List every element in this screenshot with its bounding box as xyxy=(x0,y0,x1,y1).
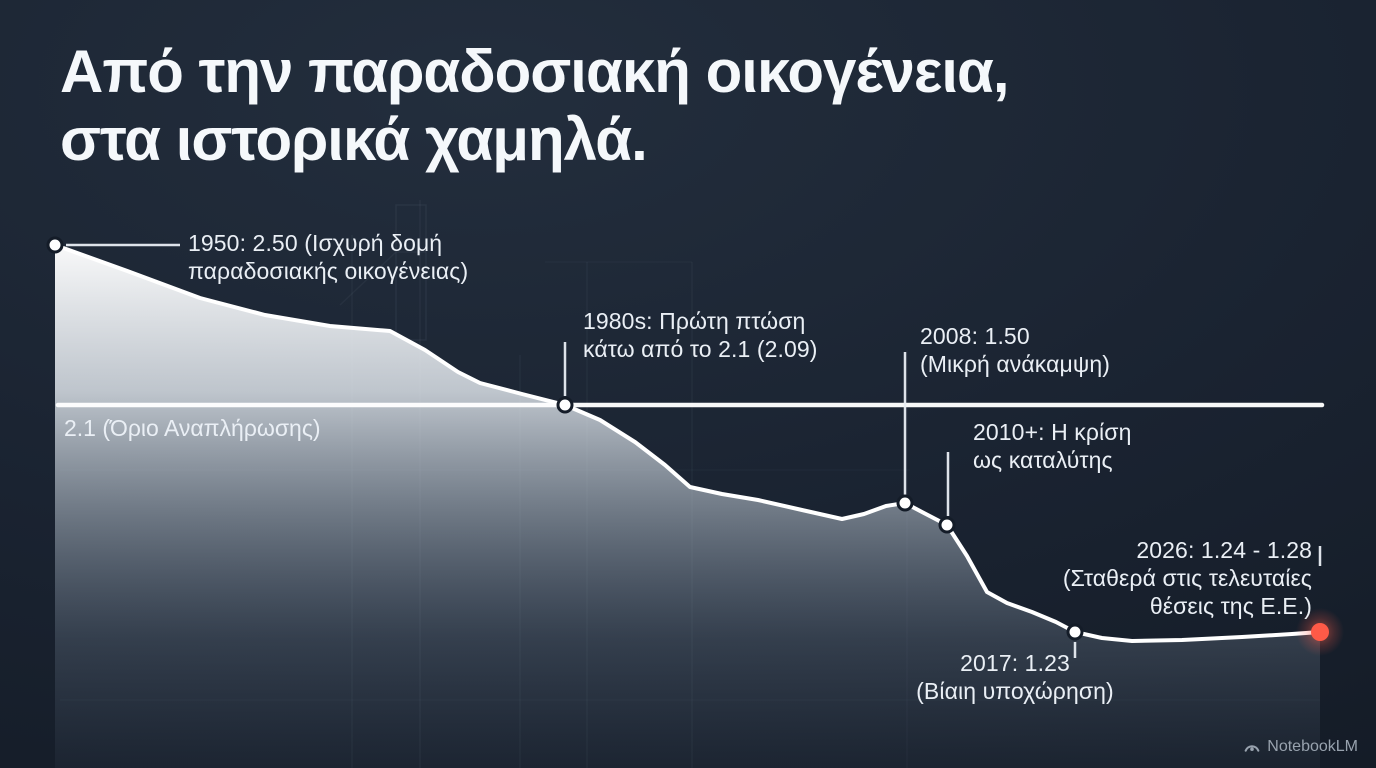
data-point-marker xyxy=(938,516,956,534)
annotation-line: 1980s: Πρώτη πτώση xyxy=(583,308,806,334)
annotation-line: κάτω από το 2.1 (2.09) xyxy=(583,336,818,362)
annotation-line: θέσεις της Ε.Ε.) xyxy=(1149,593,1312,619)
annotation-line: παραδοσιακής οικογένειας) xyxy=(188,258,469,284)
annotation-line: 2026: 1.24 - 1.28 xyxy=(1136,537,1312,563)
annotation-1950: 1950: 2.50 (Ισχυρή δομή παραδοσιακής οικ… xyxy=(188,229,468,285)
notebooklm-watermark: NotebookLM xyxy=(1243,738,1358,756)
annotation-line: 2017: 1.23 xyxy=(960,650,1070,676)
annotation-line: 1950: 2.50 (Ισχυρή δομή xyxy=(188,230,443,256)
data-point-marker xyxy=(46,236,64,254)
end-point-marker xyxy=(1311,623,1329,641)
page-title-line1: Από την παραδοσιακή οικογένεια, xyxy=(60,38,1010,105)
annotation-line: 2010+: Η κρίση xyxy=(973,419,1132,445)
threshold-label: 2.1 (Όριο Αναπλήρωσης) xyxy=(64,415,321,441)
area-fill xyxy=(55,245,1320,768)
page-title: Από την παραδοσιακή οικογένεια, στα ιστο… xyxy=(60,38,1010,174)
page-title-line2: στα ιστορικά χαμηλά. xyxy=(60,106,648,173)
annotation-line: 2008: 1.50 xyxy=(920,323,1030,349)
notebooklm-label: NotebookLM xyxy=(1267,738,1358,755)
annotation-line: (Σταθερά στις τελευταίες xyxy=(1062,565,1312,591)
annotation-line: (Μικρή ανάκαμψη) xyxy=(920,351,1111,377)
data-point-marker xyxy=(896,494,914,512)
data-point-marker xyxy=(556,396,574,414)
notebooklm-icon xyxy=(1244,745,1260,752)
annotation-line: (Βίαιη υποχώρηση) xyxy=(916,678,1114,704)
annotation-line: ως καταλύτης xyxy=(973,447,1113,473)
annotation-1980s: 1980s: Πρώτη πτώση κάτω από το 2.1 (2.09… xyxy=(583,307,818,363)
data-point-marker xyxy=(1066,623,1084,641)
annotation-2010: 2010+: Η κρίση ως καταλύτης xyxy=(973,418,1131,474)
annotation-2017: 2017: 1.23 (Βίαιη υποχώρηση) xyxy=(905,649,1125,705)
annotation-2026: 2026: 1.24 - 1.28 (Σταθερά στις τελευταί… xyxy=(1063,536,1312,620)
annotation-2008: 2008: 1.50 (Μικρή ανάκαμψη) xyxy=(920,322,1110,378)
